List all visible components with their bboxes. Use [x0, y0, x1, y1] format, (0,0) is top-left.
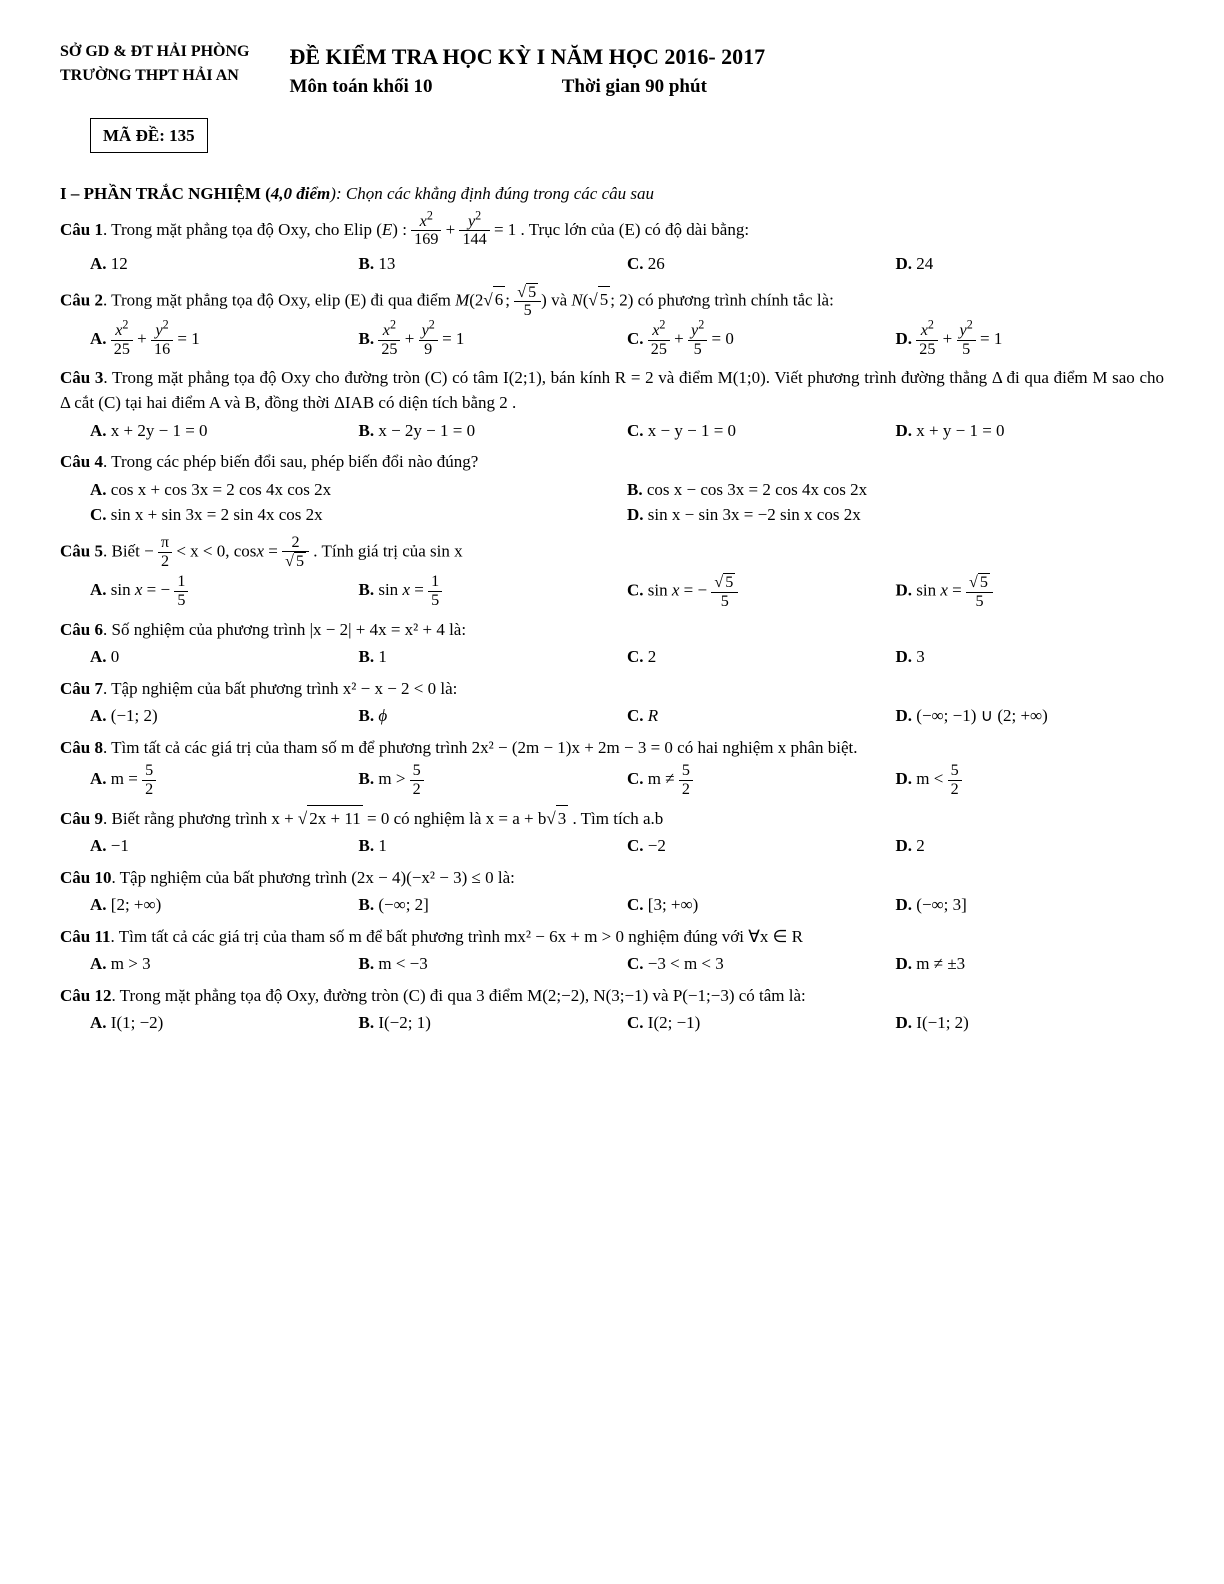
- header-right: ĐỀ KIỂM TRA HỌC KỲ I NĂM HỌC 2016- 2017 …: [290, 40, 1165, 102]
- section-title: I – PHẦN TRẮC NGHIỆM (4,0 điểm): Chọn cá…: [60, 181, 1164, 207]
- question-1: Câu 1. Trong mặt phẳng tọa độ Oxy, cho E…: [60, 213, 1164, 277]
- question-7: Câu 7. Tập nghiệm của bất phương trình x…: [60, 676, 1164, 729]
- question-4: Câu 4. Trong các phép biến đổi sau, phép…: [60, 449, 1164, 528]
- question-2-text: Câu 2. Trong mặt phẳng tọa độ Oxy, elip …: [60, 283, 1164, 321]
- fraction: x2169: [411, 213, 441, 250]
- question-12: Câu 12. Trong mặt phẳng tọa độ Oxy, đườn…: [60, 983, 1164, 1036]
- question-9: Câu 9. Biết rằng phương trình x + √2x + …: [60, 805, 1164, 859]
- subject: Môn toán khối 10: [290, 76, 433, 97]
- exam-sub: Môn toán khối 10 Thời gian 90 phút: [290, 73, 1165, 102]
- school: TRƯỜNG THPT HẢI AN: [60, 64, 250, 88]
- choices: A. x225 + y216 = 1 B. x225 + y29 = 1 C. …: [90, 322, 1164, 359]
- department: SỞ GD & ĐT HẢI PHÒNG: [60, 40, 250, 64]
- header: SỞ GD & ĐT HẢI PHÒNG TRƯỜNG THPT HẢI AN …: [60, 40, 1164, 102]
- question-3: Câu 3. Trong mặt phẳng tọa độ Oxy cho đư…: [60, 365, 1164, 444]
- question-2: Câu 2. Trong mặt phẳng tọa độ Oxy, elip …: [60, 283, 1164, 359]
- question-5: Câu 5. Biết − π2 < x < 0, cosx = 2√5 . T…: [60, 534, 1164, 611]
- choices: A. 12 B. 13 C. 26 D. 24: [90, 251, 1164, 277]
- question-11: Câu 11. Tìm tất cả các giá trị của tham …: [60, 924, 1164, 977]
- question-1-text: Câu 1. Trong mặt phẳng tọa độ Oxy, cho E…: [60, 213, 1164, 250]
- exam-code: MÃ ĐỀ: 135: [90, 118, 208, 154]
- exam-title: ĐỀ KIỂM TRA HỌC KỲ I NĂM HỌC 2016- 2017: [290, 40, 1165, 73]
- header-left: SỞ GD & ĐT HẢI PHÒNG TRƯỜNG THPT HẢI AN: [60, 40, 250, 102]
- fraction: y2144: [459, 213, 489, 250]
- duration: Thời gian 90 phút: [562, 76, 707, 97]
- question-8: Câu 8. Tìm tất cả các giá trị của tham s…: [60, 735, 1164, 799]
- question-6: Câu 6. Số nghiệm của phương trình |x − 2…: [60, 617, 1164, 670]
- question-10: Câu 10. Tập nghiệm của bất phương trình …: [60, 865, 1164, 918]
